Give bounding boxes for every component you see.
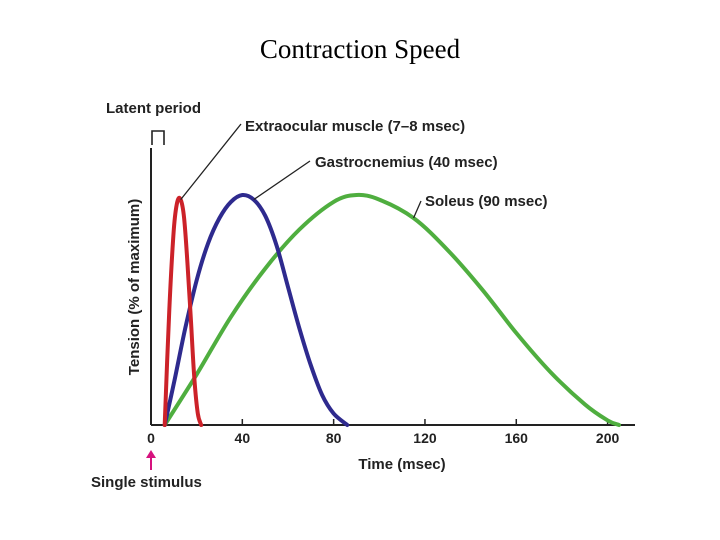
x-tick-label-80: 80: [326, 430, 342, 446]
x-tick-label-200: 200: [596, 430, 620, 446]
series-line-soleus: [162, 192, 621, 427]
series-label-extraocular: Extraocular muscle (7–8 msec): [245, 118, 465, 135]
x-tick-label-40: 40: [235, 430, 251, 446]
y-axis-label: Tension (% of maximum): [126, 199, 143, 375]
single-stimulus-label: Single stimulus: [91, 474, 202, 491]
series-label-gastrocnemius: Gastrocnemius (40 msec): [315, 154, 498, 171]
series-lines: [162, 192, 621, 427]
latent-period-bracket: [151, 130, 165, 145]
x-axis-label: Time (msec): [358, 456, 445, 473]
callout-leader-soleus: [412, 200, 422, 219]
chart-title: Contraction Speed: [259, 34, 461, 64]
x-tick-label-0: 0: [147, 430, 155, 446]
callout-leader-gastrocnemius: [253, 160, 311, 201]
latent-period-label: Latent period: [106, 100, 201, 117]
x-tick-label-160: 160: [505, 430, 529, 446]
series-callouts: Extraocular muscle (7–8 msec) Gastrocnemi…: [180, 118, 548, 219]
series-label-soleus: Soleus (90 msec): [425, 193, 548, 210]
x-tick-label-120: 120: [413, 430, 437, 446]
series-line-gastrocnemius: [162, 192, 350, 427]
stimulus-arrow-icon: [146, 450, 156, 458]
callout-leader-extraocular: [180, 123, 242, 201]
series-line-extraocular: [162, 195, 204, 427]
x-ticks: 0 40 80 120 160 200: [147, 419, 619, 446]
